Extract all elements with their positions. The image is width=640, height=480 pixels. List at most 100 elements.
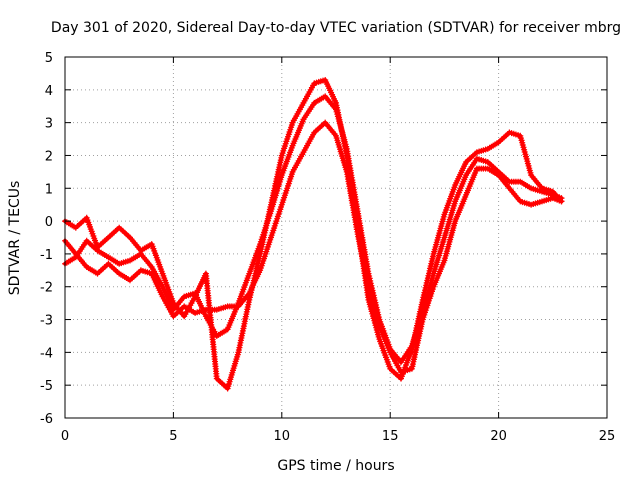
data-point <box>236 350 240 354</box>
data-point <box>453 183 457 187</box>
data-point <box>453 199 457 203</box>
data-point <box>442 235 446 240</box>
data-point <box>529 203 533 207</box>
data-point <box>345 153 349 158</box>
data-point <box>399 377 403 381</box>
data-point <box>323 94 327 98</box>
data-point <box>323 78 327 82</box>
data-point <box>139 252 143 256</box>
data-point <box>128 258 132 263</box>
y-tick-label: -1 <box>40 248 53 263</box>
y-tick-label: -5 <box>40 379 53 394</box>
data-point <box>410 367 414 371</box>
data-point <box>507 130 511 135</box>
data-point <box>95 272 100 276</box>
data-point <box>301 101 306 105</box>
x-tick-label: 20 <box>490 429 507 444</box>
data-point <box>475 167 479 171</box>
data-point <box>226 327 230 331</box>
data-point <box>475 157 479 161</box>
data-point <box>280 153 284 158</box>
data-point <box>280 173 284 177</box>
data-point <box>106 235 110 240</box>
data-point <box>269 235 273 240</box>
data-point <box>366 272 371 276</box>
data-point <box>486 160 490 164</box>
data-point <box>106 255 110 259</box>
data-point <box>301 150 306 154</box>
data-point <box>182 314 186 318</box>
data-point <box>410 347 414 351</box>
data-point <box>150 265 154 269</box>
data-point <box>85 216 89 220</box>
y-tick-label: 5 <box>45 51 53 66</box>
data-point <box>258 252 262 256</box>
data-point <box>301 117 306 121</box>
data-point <box>128 278 132 282</box>
data-point <box>106 262 110 266</box>
data-point <box>182 295 186 299</box>
data-point <box>399 360 403 364</box>
data-point <box>540 190 544 194</box>
data-point <box>323 121 327 125</box>
data-point <box>226 304 230 308</box>
data-point <box>280 203 284 207</box>
data-point <box>74 226 78 230</box>
data-point <box>74 255 78 259</box>
data-point <box>291 121 295 125</box>
data-point <box>258 268 262 272</box>
data-point <box>507 180 511 184</box>
data-point <box>128 235 132 240</box>
y-tick-label: 4 <box>45 84 53 99</box>
y-tick-label: -3 <box>40 314 53 329</box>
data-point <box>182 304 186 308</box>
data-point <box>507 186 511 190</box>
data-point <box>518 134 522 138</box>
data-point <box>161 285 165 289</box>
data-point <box>453 219 457 223</box>
y-tick-label: 0 <box>45 215 53 230</box>
data-point <box>388 367 392 371</box>
x-tick-label: 5 <box>169 429 177 444</box>
data-point <box>442 258 446 263</box>
chart-title: Day 301 of 2020, Sidereal Day-to-day VTE… <box>51 20 621 36</box>
data-point <box>117 262 121 266</box>
data-series <box>62 77 565 392</box>
data-point <box>193 295 197 299</box>
x-axis-label: GPS time / hours <box>277 458 394 474</box>
data-point <box>421 298 425 302</box>
grid-lines <box>65 57 607 418</box>
data-point <box>139 268 143 272</box>
data-point <box>540 199 544 203</box>
data-point <box>95 245 100 249</box>
data-point <box>464 160 468 164</box>
data-point <box>291 170 295 174</box>
data-point <box>150 242 154 246</box>
data-point <box>171 308 175 312</box>
plot-frame <box>64 56 608 419</box>
data-point <box>85 265 89 269</box>
y-tick-label: -2 <box>40 281 53 296</box>
data-point <box>117 226 121 230</box>
data-point <box>334 101 338 105</box>
axis-ticks: 0 5 10 15 20 25 -6 -5 -4 -3 -2 -1 0 1 2 3 4 5 <box>40 51 615 444</box>
data-point <box>291 144 295 148</box>
data-point <box>161 295 165 299</box>
data-point <box>442 212 446 217</box>
data-point <box>559 199 564 203</box>
data-point <box>204 314 208 318</box>
x-tick-label: 0 <box>61 429 69 444</box>
data-point <box>95 249 100 253</box>
data-point <box>366 298 371 302</box>
data-point <box>139 249 143 253</box>
data-point <box>171 301 175 305</box>
y-tick-label: -4 <box>40 346 53 361</box>
data-point <box>464 173 468 177</box>
x-tick-label: 25 <box>599 429 616 444</box>
data-point <box>551 196 555 200</box>
series-arc-3 <box>62 77 565 392</box>
data-point <box>193 311 197 315</box>
data-point <box>388 347 392 351</box>
data-point <box>377 317 381 322</box>
